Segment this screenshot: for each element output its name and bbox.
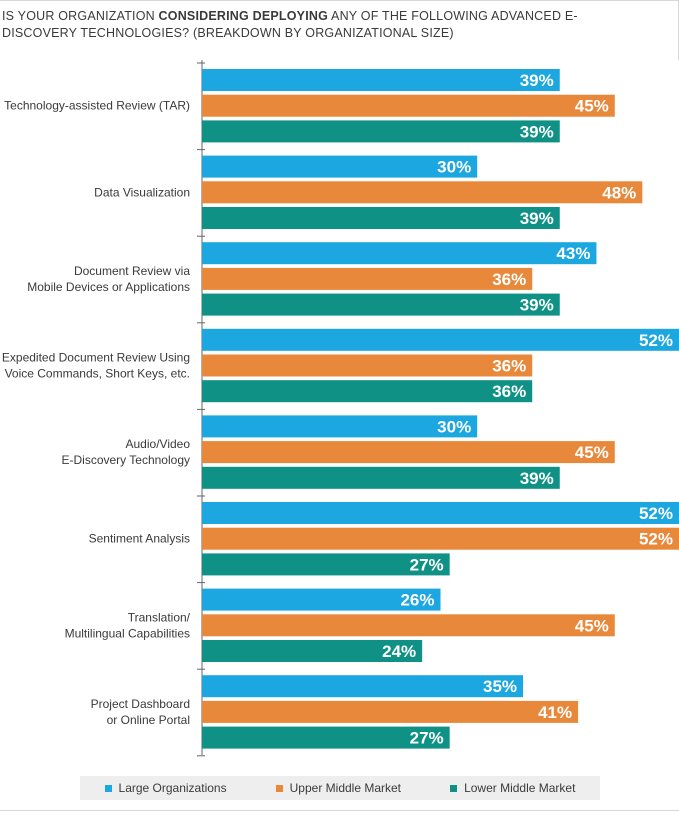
data-label: 39% (520, 209, 554, 228)
bar (202, 700, 579, 723)
category-label: Expedited Document Review Using (2, 351, 190, 365)
bar (202, 380, 533, 403)
data-label: 39% (520, 469, 554, 488)
legend-item-lower: Lower Middle Market (450, 781, 575, 795)
data-label: 27% (410, 729, 444, 748)
bar (202, 640, 423, 662)
data-label: 26% (400, 591, 434, 610)
data-label: 48% (602, 183, 636, 202)
data-label: 52% (639, 504, 673, 523)
data-label: 39% (520, 71, 554, 90)
bar (202, 242, 597, 265)
data-label: 43% (556, 244, 590, 263)
data-label: 30% (437, 158, 471, 177)
category-label: Document Review via (74, 264, 190, 278)
category-label: Sentiment Analysis (89, 532, 190, 546)
bar (202, 207, 560, 229)
bar (202, 354, 533, 377)
bar (202, 293, 560, 316)
title-part-3: ANY OF THE FOLLOWING ADVANCED E-DISCOVER… (2, 9, 578, 40)
category-label: Audio/Video (126, 437, 191, 451)
data-label: 36% (492, 382, 526, 401)
data-label: 24% (382, 642, 416, 661)
category-label: Voice Commands, Short Keys, etc. (5, 367, 190, 381)
legend-label-large: Large Organizations (118, 781, 227, 795)
bar (202, 614, 615, 637)
data-label: 36% (492, 270, 526, 289)
legend-item-upper: Upper Middle Market (275, 781, 402, 795)
bar (202, 94, 615, 117)
chart-title: IS YOUR ORGANIZATION CONSIDERING DEPLOYI… (2, 8, 642, 42)
legend-swatch-upper (275, 784, 283, 792)
category-label: Technology-assisted Review (TAR) (4, 99, 190, 113)
category-label: Mobile Devices or Applications (27, 280, 190, 294)
bar (202, 267, 533, 290)
category-label: or Online Portal (107, 713, 190, 727)
legend-swatch-lower (450, 784, 458, 792)
bar (202, 675, 524, 698)
bar (202, 726, 450, 749)
legend-label-upper: Upper Middle Market (289, 781, 402, 795)
bar (202, 155, 478, 178)
bar (202, 120, 560, 143)
data-label: 39% (520, 122, 554, 141)
data-label: 45% (575, 443, 609, 462)
bar (202, 588, 441, 611)
data-label: 52% (639, 331, 673, 350)
frame-bottom-border (0, 810, 679, 811)
bar (202, 415, 478, 438)
data-label: 27% (410, 555, 444, 574)
bar (202, 466, 560, 489)
bar (202, 527, 679, 550)
category-label: Data Visualization (94, 185, 190, 199)
data-label: 45% (575, 97, 609, 116)
bar (202, 181, 643, 204)
data-label: 41% (538, 703, 572, 722)
legend-label-lower: Lower Middle Market (464, 781, 576, 795)
bar (202, 328, 679, 351)
bar (202, 502, 679, 524)
category-label: Multilingual Capabilities (65, 626, 190, 640)
bar (202, 441, 615, 464)
category-label: Translation/ (128, 610, 191, 624)
data-label: 45% (575, 616, 609, 635)
legend-item-large: Large Organizations (104, 781, 227, 795)
data-label: 39% (520, 296, 554, 315)
bar (202, 69, 560, 91)
category-label: Project Dashboard (91, 697, 190, 711)
legend-swatch-large (104, 784, 112, 792)
frame-top-border (0, 0, 679, 1)
data-label: 36% (492, 357, 526, 376)
category-label: E-Discovery Technology (61, 453, 190, 467)
bar (202, 553, 450, 576)
title-part-2: CONSIDERING DEPLOYING (158, 9, 329, 23)
legend: Large Organizations Upper Middle Market … (80, 776, 600, 800)
data-label: 52% (639, 530, 673, 549)
data-label: 30% (437, 417, 471, 436)
data-label: 35% (483, 677, 517, 696)
title-part-1: IS YOUR ORGANIZATION (2, 9, 159, 23)
